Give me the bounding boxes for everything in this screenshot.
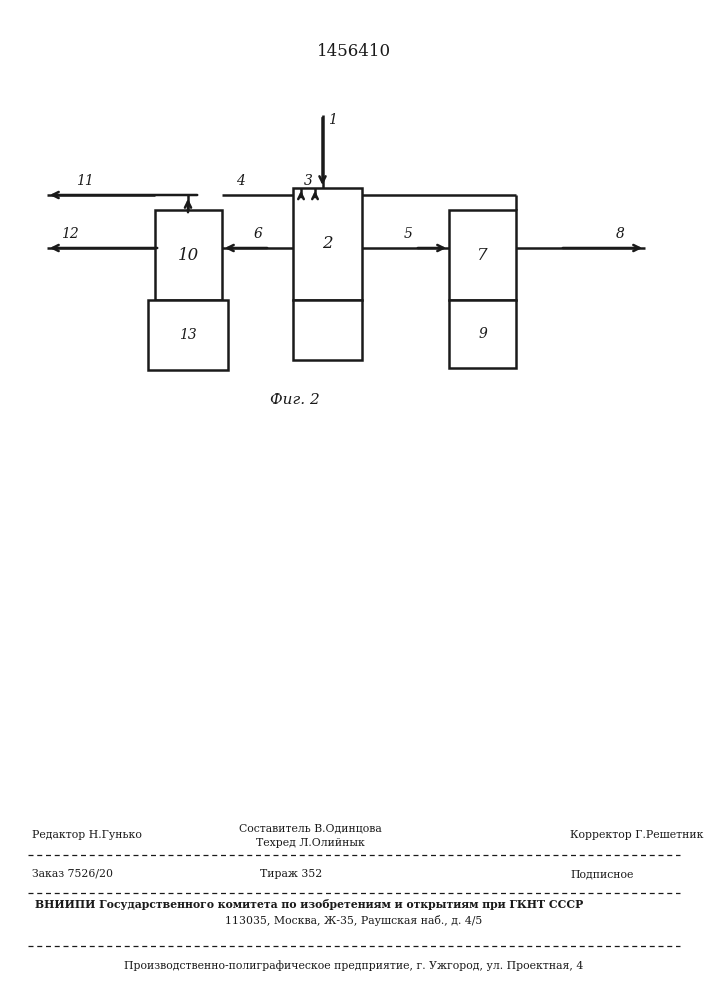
Text: Корректор Г.Решетник: Корректор Г.Решетник xyxy=(570,830,703,840)
Bar xyxy=(148,300,228,370)
Text: 1: 1 xyxy=(328,113,337,127)
Text: ВНИИПИ Государственного комитета по изобретениям и открытиям при ГКНТ СССР: ВНИИПИ Государственного комитета по изоб… xyxy=(35,900,583,910)
Text: Составитель В.Одинцова: Составитель В.Одинцова xyxy=(239,823,381,833)
Text: 2: 2 xyxy=(322,235,333,252)
Text: 5: 5 xyxy=(404,227,412,241)
Text: 113035, Москва, Ж-35, Раушская наб., д. 4/5: 113035, Москва, Ж-35, Раушская наб., д. … xyxy=(226,914,483,926)
Text: Заказ 7526/20: Заказ 7526/20 xyxy=(32,869,113,879)
Text: 11: 11 xyxy=(76,174,94,188)
Text: 12: 12 xyxy=(61,227,79,241)
Text: Производственно-полиграфическое предприятие, г. Ужгород, ул. Проектная, 4: Производственно-полиграфическое предприя… xyxy=(124,961,583,971)
Text: 9: 9 xyxy=(478,327,487,341)
Text: Подписное: Подписное xyxy=(570,869,633,879)
Text: Редактор Н.Гунько: Редактор Н.Гунько xyxy=(32,830,142,840)
Text: 13: 13 xyxy=(179,328,197,342)
Text: Техред Л.Олийнык: Техред Л.Олийнык xyxy=(255,838,364,848)
Text: 1456410: 1456410 xyxy=(317,43,391,60)
Text: 3: 3 xyxy=(303,174,312,188)
Bar xyxy=(293,300,362,360)
Text: Фиг. 2: Фиг. 2 xyxy=(270,393,320,407)
Text: Тираж 352: Тираж 352 xyxy=(260,869,322,879)
Bar xyxy=(293,188,362,300)
Text: 8: 8 xyxy=(616,227,624,241)
Bar xyxy=(449,210,516,300)
Text: 6: 6 xyxy=(254,227,262,241)
Text: 10: 10 xyxy=(178,246,199,263)
Text: 4: 4 xyxy=(235,174,245,188)
Text: 7: 7 xyxy=(477,246,488,263)
Bar xyxy=(449,300,516,368)
Bar xyxy=(155,210,222,300)
